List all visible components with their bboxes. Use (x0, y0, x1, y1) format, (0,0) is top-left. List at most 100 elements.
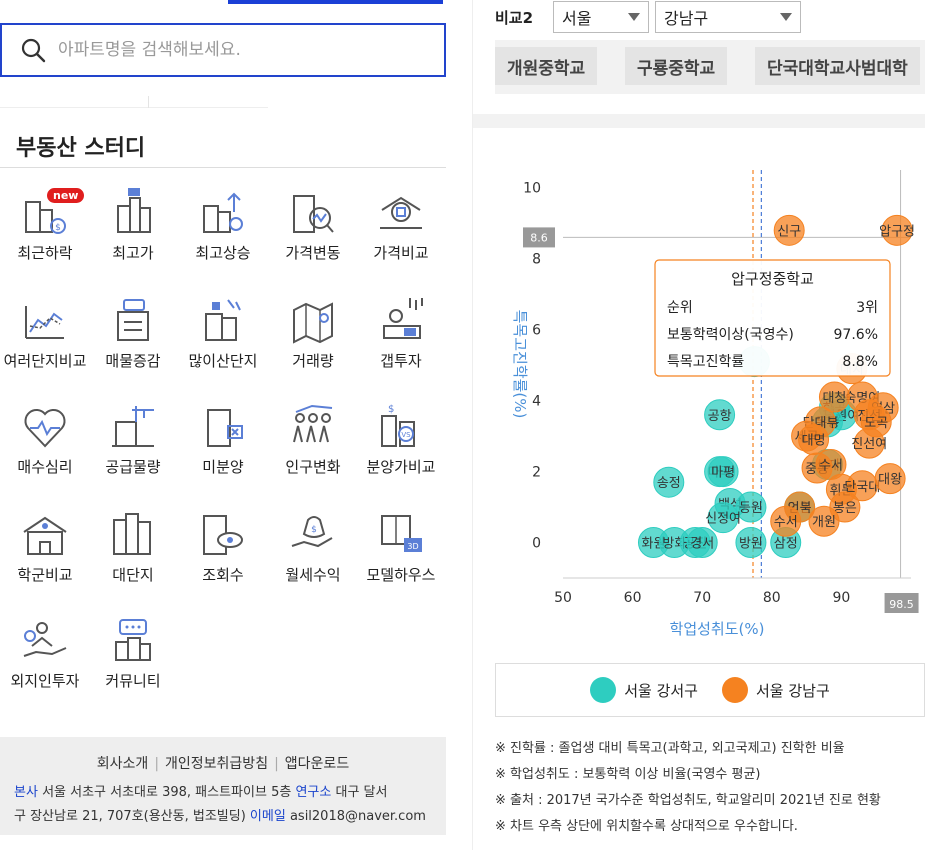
tooltip-title: 압구정중학교 (731, 270, 814, 288)
study-menu-item[interactable]: 학군비교 (0, 500, 90, 600)
city-select[interactable]: 서울 (553, 1, 649, 33)
study-menu-item[interactable]: 미분양 (178, 392, 268, 492)
outsider-invest-icon (23, 622, 67, 657)
gap-invest-icon (383, 298, 423, 339)
study-menu-label: 학군비교 (17, 566, 73, 584)
x-axis-title: 학업성취도(%) (670, 620, 765, 638)
note-line: ※ 학업성취도 : 보통학력 이상 비율(국영수 평균) (495, 767, 761, 782)
x-tick-label: 90 (832, 590, 850, 606)
listing-change-icon (117, 299, 149, 341)
data-point-label: 수서 (774, 515, 798, 530)
study-menu-item[interactable]: 매물증감 (88, 286, 178, 386)
study-menu-item[interactable]: 공급물량 (88, 392, 178, 492)
divider (0, 167, 446, 168)
x-tick-label: 50 (554, 590, 572, 606)
study-menu-item[interactable]: 매수심리 (0, 392, 90, 492)
study-menu-item[interactable]: 많이산단지 (178, 286, 268, 386)
study-menu-item[interactable]: 최고상승 (178, 178, 268, 278)
data-point-label: 진선여 (851, 437, 887, 452)
scatter-chart[interactable]: 50607080900246810학업성취도(%)특목고진학률(%)송정공항마곡… (493, 150, 925, 650)
school-tabs: 개원중학교 구룡중학교 단국대학교사범대학 (495, 40, 925, 94)
price-drop-icon: $ (25, 201, 66, 234)
x-value-badge-text: 98.5 (889, 598, 914, 611)
study-menu-item[interactable]: 외지인투자 (0, 606, 90, 706)
views-icon (203, 515, 243, 555)
search-icon[interactable] (20, 37, 46, 63)
study-menu-label: 인구변화 (285, 458, 341, 476)
multi-compare-icon (25, 306, 64, 339)
study-menu-label: 최고상승 (195, 244, 251, 262)
district-select[interactable]: 강남구 (655, 1, 801, 33)
active-tab-indicator (228, 0, 443, 4)
school-tab[interactable]: 구룡중학교 (625, 47, 728, 85)
data-point (874, 463, 906, 495)
top-rise-icon (203, 192, 243, 233)
lab-address-2: 구 장산남로 21, 707호(용산동, 법조빌딩) (14, 809, 246, 824)
y-tick-label: 2 (532, 465, 541, 481)
email-label: 이메일 (249, 809, 286, 824)
legend-item[interactable]: 서울 강서구 (590, 677, 698, 703)
legend-item[interactable]: 서울 강남구 (722, 677, 830, 703)
study-menu-item[interactable]: $ 월세수익 (268, 500, 358, 600)
data-point-label: 공항 (708, 409, 732, 424)
study-menu-item[interactable]: 인구변화 (268, 392, 358, 492)
tooltip-key: 특목고진학률 (667, 354, 744, 370)
study-menu-item[interactable]: $ 최근하락 new (0, 178, 90, 278)
svg-text:3D: 3D (407, 542, 418, 551)
study-menu-item[interactable]: 가격비교 (356, 178, 446, 278)
study-menu-item[interactable]: 거래량 (268, 286, 358, 386)
footer-link-about[interactable]: 회사소개 (96, 756, 149, 772)
data-point (773, 214, 805, 246)
svg-text:VS: VS (401, 431, 411, 439)
data-point (881, 214, 913, 246)
study-menu-item[interactable]: VS $ 분양가비교 (356, 392, 446, 492)
data-point (818, 381, 850, 413)
data-point (653, 466, 685, 498)
unsold-icon (207, 409, 243, 447)
price-change-icon (293, 195, 334, 233)
footer-link-app[interactable]: 앱다운로드 (284, 756, 350, 772)
study-menu-item[interactable]: 여러단지비교 (0, 286, 90, 386)
data-point-label: 등원 (739, 501, 763, 516)
search-box[interactable] (0, 23, 446, 77)
study-menu-item[interactable]: 조회수 (178, 500, 268, 600)
data-point-label: 봉은 (833, 501, 857, 516)
large-complex-icon (113, 513, 151, 555)
study-menu-item[interactable]: 가격변동 (268, 178, 358, 278)
divider-band (473, 114, 925, 128)
data-point-label: 방원 (739, 537, 763, 552)
footer-address: 본사 서울 서초구 서초대로 398, 패스트파이브 5층 연구소 대구 달서 … (0, 773, 446, 829)
section-title: 부동산 스터디 (16, 136, 146, 161)
school-tab[interactable]: 단국대학교사범대학 (755, 47, 920, 85)
study-menu-item[interactable]: 커뮤니티 (88, 606, 178, 706)
data-point-label: 도곡 (864, 416, 888, 431)
presale-compare-icon: VS $ (381, 404, 415, 447)
study-menu-item[interactable]: 대단지 (88, 500, 178, 600)
y-value-badge-text: 8.6 (530, 231, 548, 244)
data-point (808, 505, 840, 537)
email[interactable]: asil2018@naver.com (289, 809, 426, 824)
study-menu-item[interactable]: 최고가 (88, 178, 178, 278)
data-point (707, 502, 739, 534)
chart-notes: ※ 진학률 : 졸업생 대비 특목고(과학고, 외고국제고) 진학한 비율 ※ … (495, 736, 881, 840)
compare-row: 비교2 서울 강남구 (495, 0, 807, 34)
search-input[interactable] (58, 40, 418, 60)
chart-legend: 서울 강서구 서울 강남구 (495, 663, 925, 717)
rent-income-icon: $ (291, 516, 333, 548)
study-menu-label: 최고가 (112, 244, 154, 262)
footer-link-privacy[interactable]: 개인정보취급방침 (165, 756, 269, 772)
study-menu-label: 가격비교 (373, 244, 429, 262)
x-tick-label: 80 (763, 590, 781, 606)
data-point-label: 압구정 (879, 224, 915, 239)
data-point-label: 개원 (812, 515, 836, 530)
study-menu-item[interactable]: 갭투자 (356, 286, 446, 386)
chevron-down-icon (780, 13, 792, 21)
school-tab[interactable]: 개원중학교 (495, 47, 598, 85)
x-tick-label: 70 (693, 590, 711, 606)
study-menu-label: 여러단지비교 (3, 352, 87, 370)
school-compare-icon (23, 516, 67, 555)
legend-swatch (722, 677, 748, 703)
study-menu-item[interactable]: 3D 모델하우스 (356, 500, 446, 600)
buyer-sentiment-icon (24, 409, 66, 448)
right-panel: 비교2 서울 강남구 개원중학교 구룡중학교 단국대학교사범대학 50 60 70 8… (472, 0, 925, 850)
